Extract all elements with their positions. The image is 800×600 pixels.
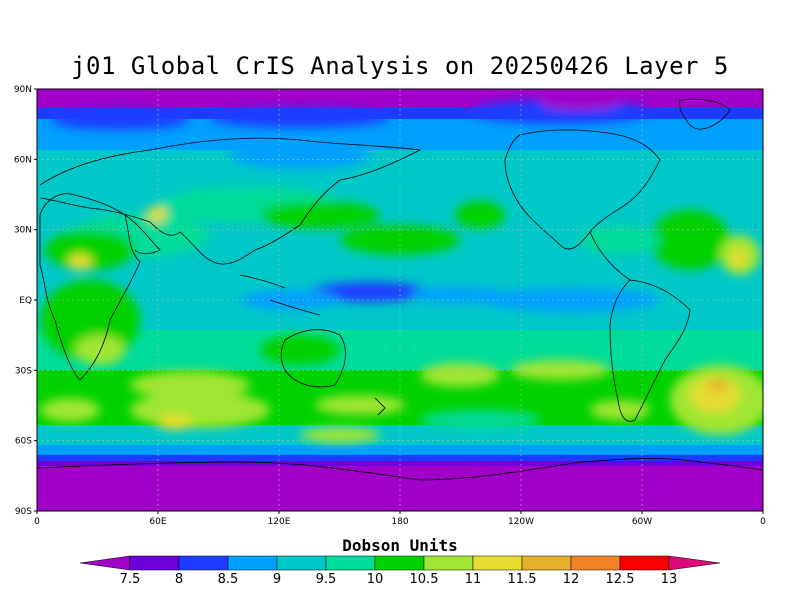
lon-tick-label: 60W (632, 517, 652, 527)
colorbar-label: 10 (367, 572, 384, 587)
lon-tick-label: 0 (760, 517, 766, 527)
colorbar-label: 12.5 (606, 572, 635, 587)
colorbar-label: 11 (465, 572, 482, 587)
colorbar-label: 9.5 (316, 572, 337, 587)
lon-tick-label: 120W (508, 517, 534, 527)
colorbar-label: 8 (175, 572, 183, 587)
lon-tick-label: 120E (268, 517, 291, 527)
lon-tick-label: 60E (149, 517, 166, 527)
coastlines (37, 98, 763, 481)
colorbar-swatch (570, 555, 621, 571)
colorbar-swatch (325, 555, 376, 571)
map-field (37, 89, 763, 511)
lon-tick-label: 180 (391, 517, 408, 527)
colorbar-label: 8.5 (218, 572, 239, 587)
colorbar-label: 12 (563, 572, 580, 587)
colorbar-label: 13 (661, 572, 678, 587)
colorbar-label: 7.5 (120, 572, 141, 587)
lon-tick-label: 0 (34, 517, 40, 527)
colorbar: 7.5 8 8.5 9 9.5 10 10.5 11 11.5 12 12.5 13 (79, 555, 721, 587)
graticule (37, 89, 763, 511)
lat-tick-label: 60S (15, 437, 32, 447)
lat-tick-label: EQ (19, 296, 32, 306)
colorbar-swatch (227, 555, 278, 571)
colorbar-label: 9 (273, 572, 281, 587)
colorbar-swatch (178, 555, 229, 571)
lat-tick-label: 30N (14, 226, 32, 236)
colorbar-swatch (276, 555, 327, 571)
colorbar-swatch (79, 555, 131, 571)
lat-tick-label: 60N (14, 155, 32, 165)
latitude-axis: 90N 60N 30N EQ 30S 60S 90S (14, 85, 37, 517)
lat-tick-label: 30S (15, 366, 32, 376)
colorbar-swatch (521, 555, 572, 571)
colorbar-swatch (668, 555, 721, 571)
lat-tick-label: 90S (15, 507, 32, 517)
colorbar-label: 11.5 (508, 572, 537, 587)
colorbar-swatch (129, 555, 180, 571)
lat-tick-label: 90N (14, 85, 32, 95)
colorbar-swatch (619, 555, 670, 571)
colorbar-title: Dobson Units (342, 536, 458, 555)
colorbar-swatch (472, 555, 523, 571)
colorbar-swatch (374, 555, 425, 571)
colorbar-swatch (423, 555, 474, 571)
colorbar-label: 10.5 (410, 572, 439, 587)
map-title: j01 Global CrIS Analysis on 20250426 Lay… (71, 52, 729, 80)
longitude-axis: 0 60E 120E 180 120W 60W 0 (34, 511, 766, 527)
